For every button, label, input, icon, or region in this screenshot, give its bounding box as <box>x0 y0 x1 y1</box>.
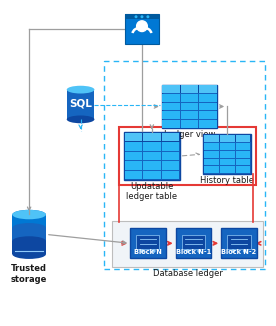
FancyBboxPatch shape <box>143 161 161 170</box>
FancyBboxPatch shape <box>125 14 159 19</box>
Text: SQL: SQL <box>69 98 92 109</box>
FancyBboxPatch shape <box>221 229 257 258</box>
FancyBboxPatch shape <box>181 85 198 93</box>
FancyBboxPatch shape <box>199 103 217 111</box>
FancyBboxPatch shape <box>204 151 219 157</box>
Text: Block N-2: Block N-2 <box>221 249 257 255</box>
FancyBboxPatch shape <box>161 133 179 141</box>
Circle shape <box>244 250 246 252</box>
FancyBboxPatch shape <box>161 142 179 151</box>
FancyBboxPatch shape <box>130 229 166 258</box>
Circle shape <box>141 16 143 18</box>
FancyBboxPatch shape <box>162 85 217 128</box>
FancyBboxPatch shape <box>162 85 180 93</box>
FancyBboxPatch shape <box>199 111 217 119</box>
Circle shape <box>141 250 143 252</box>
FancyBboxPatch shape <box>125 171 142 179</box>
Ellipse shape <box>67 115 94 123</box>
FancyBboxPatch shape <box>125 14 159 44</box>
Text: Block N: Block N <box>134 249 162 255</box>
FancyBboxPatch shape <box>124 132 180 142</box>
Circle shape <box>232 250 234 252</box>
Circle shape <box>137 21 147 32</box>
FancyBboxPatch shape <box>143 152 161 160</box>
Circle shape <box>187 250 189 252</box>
FancyBboxPatch shape <box>143 133 161 141</box>
FancyBboxPatch shape <box>204 167 219 173</box>
FancyBboxPatch shape <box>199 94 217 102</box>
FancyBboxPatch shape <box>182 235 205 248</box>
FancyBboxPatch shape <box>181 111 198 119</box>
FancyBboxPatch shape <box>220 135 235 142</box>
FancyBboxPatch shape <box>143 142 161 151</box>
FancyBboxPatch shape <box>235 143 250 150</box>
FancyBboxPatch shape <box>143 171 161 179</box>
FancyBboxPatch shape <box>125 152 142 160</box>
FancyBboxPatch shape <box>136 235 160 248</box>
Ellipse shape <box>12 249 46 259</box>
FancyBboxPatch shape <box>220 151 235 157</box>
Text: Updatable
ledger table: Updatable ledger table <box>126 182 177 201</box>
FancyBboxPatch shape <box>125 161 142 170</box>
FancyBboxPatch shape <box>227 235 251 248</box>
Text: History table: History table <box>200 176 254 185</box>
Circle shape <box>198 250 200 252</box>
FancyBboxPatch shape <box>162 94 180 102</box>
FancyBboxPatch shape <box>235 151 250 157</box>
FancyBboxPatch shape <box>161 161 179 170</box>
Text: Database ledger: Database ledger <box>153 269 222 278</box>
FancyBboxPatch shape <box>12 228 46 241</box>
FancyBboxPatch shape <box>181 103 198 111</box>
FancyBboxPatch shape <box>162 85 217 93</box>
FancyBboxPatch shape <box>12 215 46 228</box>
FancyBboxPatch shape <box>235 135 250 142</box>
Ellipse shape <box>12 223 46 232</box>
FancyBboxPatch shape <box>181 120 198 128</box>
FancyBboxPatch shape <box>199 120 217 128</box>
FancyBboxPatch shape <box>112 221 263 267</box>
FancyBboxPatch shape <box>125 133 142 141</box>
FancyBboxPatch shape <box>181 94 198 102</box>
FancyBboxPatch shape <box>162 120 180 128</box>
FancyBboxPatch shape <box>204 158 219 166</box>
FancyBboxPatch shape <box>204 135 219 142</box>
FancyBboxPatch shape <box>220 167 235 173</box>
FancyBboxPatch shape <box>161 171 179 179</box>
Circle shape <box>147 16 149 18</box>
FancyBboxPatch shape <box>203 134 251 142</box>
Text: Block N-1: Block N-1 <box>176 249 211 255</box>
Ellipse shape <box>12 210 46 219</box>
FancyBboxPatch shape <box>12 241 46 254</box>
FancyBboxPatch shape <box>235 158 250 166</box>
FancyBboxPatch shape <box>125 142 142 151</box>
FancyBboxPatch shape <box>67 90 94 119</box>
FancyBboxPatch shape <box>161 152 179 160</box>
FancyBboxPatch shape <box>176 229 211 258</box>
FancyBboxPatch shape <box>220 143 235 150</box>
Ellipse shape <box>67 86 94 94</box>
Text: Trusted
storage: Trusted storage <box>11 264 47 284</box>
Ellipse shape <box>12 210 46 219</box>
Ellipse shape <box>12 236 46 246</box>
FancyBboxPatch shape <box>199 85 217 93</box>
Circle shape <box>153 250 155 252</box>
FancyBboxPatch shape <box>204 143 219 150</box>
FancyBboxPatch shape <box>220 158 235 166</box>
FancyBboxPatch shape <box>235 167 250 173</box>
FancyBboxPatch shape <box>124 132 180 180</box>
FancyBboxPatch shape <box>203 134 251 174</box>
Text: Ledger view: Ledger view <box>164 130 215 139</box>
FancyBboxPatch shape <box>162 103 180 111</box>
Circle shape <box>135 16 137 18</box>
FancyBboxPatch shape <box>162 111 180 119</box>
